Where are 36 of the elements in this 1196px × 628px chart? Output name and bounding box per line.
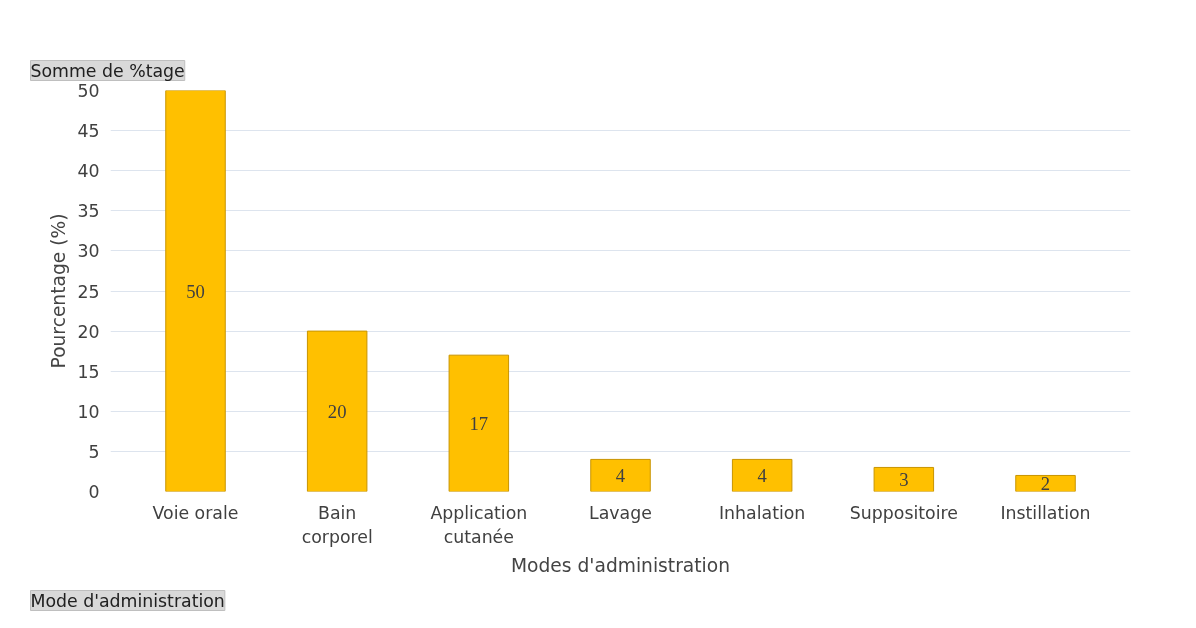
- x-tick-label: Inhalation: [719, 502, 806, 523]
- text: Somme de %tage: [30, 60, 185, 81]
- data-label: 50: [186, 280, 205, 302]
- y-tick-label: 50: [77, 81, 100, 101]
- x-tick-label: Lavage: [589, 502, 652, 523]
- y-tick-label: 45: [77, 121, 100, 142]
- y-tick-label: 20: [77, 321, 100, 342]
- data-label: 3: [899, 468, 909, 490]
- bar: [731, 458, 793, 492]
- bar: [306, 330, 368, 492]
- y-tick-label: 35: [77, 201, 100, 222]
- data-label: 4: [757, 464, 768, 486]
- y-tick-label: 40: [77, 161, 100, 182]
- y-tick-label: 5: [88, 441, 100, 462]
- bar: [448, 354, 510, 492]
- y-tick-label: 0: [88, 482, 100, 502]
- bar: [1015, 474, 1076, 492]
- x-tick-label: Instillation: [1000, 502, 1091, 523]
- y-axis-title: Pourcentage (%): [48, 213, 70, 369]
- x-axis-title: Modes d'administration: [511, 554, 730, 576]
- data-label: 4: [615, 464, 626, 486]
- x-tick-label: Bain corporel: [301, 502, 373, 547]
- bar: [590, 458, 651, 492]
- bar: [873, 466, 935, 492]
- text: Mode d'administration: [30, 590, 225, 611]
- data-label: 20: [327, 400, 347, 422]
- y-tick-label: 25: [77, 281, 100, 302]
- bar: [165, 90, 226, 492]
- x-tick-label: Voie orale: [152, 502, 239, 523]
- y-tick-label: 30: [77, 241, 100, 262]
- y-tick-label: 10: [77, 401, 100, 422]
- data-label: 2: [1040, 472, 1051, 494]
- data-label: 17: [469, 412, 489, 434]
- y-tick-label: 15: [77, 361, 100, 382]
- x-tick-label: Suppositoire: [849, 502, 958, 523]
- x-tick-label: Application cutanée: [430, 502, 528, 547]
